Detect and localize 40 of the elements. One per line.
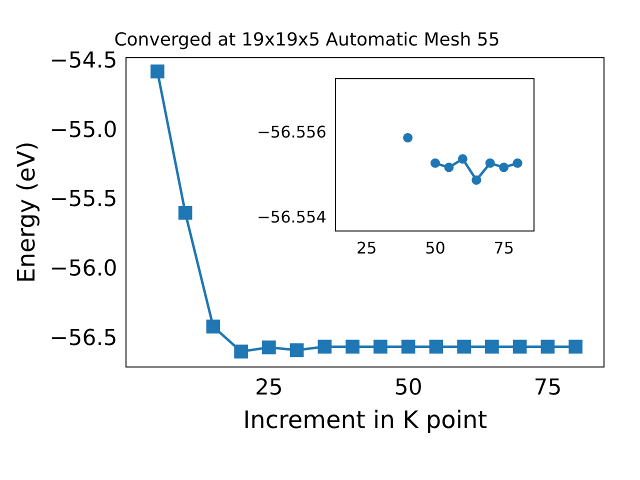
point xyxy=(318,340,332,354)
point xyxy=(472,175,482,185)
point xyxy=(568,340,582,354)
point xyxy=(540,340,555,354)
point xyxy=(485,340,499,354)
chart-title: Converged at 19x19x5 Automatic Mesh 55 xyxy=(114,29,500,50)
x-tick-label: 50 xyxy=(425,238,446,258)
point xyxy=(206,320,220,334)
y-tick-label: −55.5 xyxy=(50,187,118,212)
y-tick-label: −56.556 xyxy=(257,122,326,142)
point xyxy=(401,340,416,354)
point xyxy=(234,344,248,358)
point xyxy=(150,64,164,78)
y-tick-label: −55.0 xyxy=(50,118,118,143)
x-tick-label: 25 xyxy=(356,238,377,258)
point xyxy=(458,154,468,164)
y-tick-label: −56.5 xyxy=(50,326,118,351)
y-axis-title: Energy (eV) xyxy=(12,141,41,283)
point xyxy=(262,340,276,354)
y-tick-label: −56.554 xyxy=(257,207,326,226)
x-axis-title: Increment in K point xyxy=(243,406,488,434)
point xyxy=(374,340,388,354)
point xyxy=(290,343,304,358)
x-tick-label: 25 xyxy=(254,376,283,401)
point xyxy=(178,206,192,220)
x-tick-label: 75 xyxy=(494,238,514,258)
point xyxy=(512,158,522,168)
point xyxy=(429,340,444,354)
x-tick-label: 75 xyxy=(534,376,562,401)
point xyxy=(499,162,509,172)
point xyxy=(430,158,440,168)
point xyxy=(346,340,360,354)
point xyxy=(485,158,495,168)
point xyxy=(457,340,471,354)
y-tick-label: −56.0 xyxy=(50,256,118,282)
point xyxy=(403,133,413,143)
y-tick-label: −54.5 xyxy=(50,48,118,74)
x-tick-label: 50 xyxy=(394,376,422,401)
point xyxy=(512,340,527,354)
point xyxy=(444,162,454,172)
